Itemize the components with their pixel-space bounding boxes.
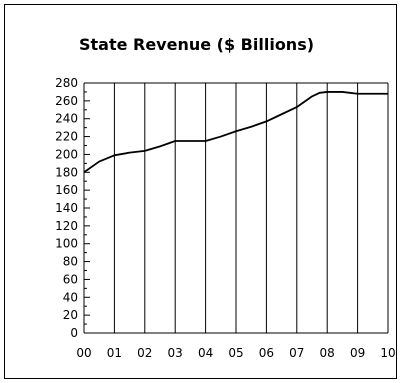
series-layer <box>83 91 388 174</box>
x-tick-label: 00 <box>76 346 91 360</box>
x-tick-label: 02 <box>137 346 152 360</box>
x-tick-label: 06 <box>259 346 274 360</box>
chart-frame <box>4 4 397 379</box>
y-tick-label: 240 <box>55 112 78 126</box>
chart-title: State Revenue ($ Billions) <box>78 35 315 54</box>
x-tick-label: 03 <box>168 346 183 360</box>
x-tick-label: 10 <box>380 346 395 360</box>
x-tick-label: 07 <box>289 346 304 360</box>
series-line <box>83 91 388 174</box>
x-tick-label: 05 <box>228 346 243 360</box>
y-tick-label: 140 <box>55 201 78 215</box>
y-tick-label: 200 <box>55 147 78 161</box>
y-tick-label: 120 <box>55 219 78 233</box>
x-tick-label: 04 <box>198 346 213 360</box>
y-tick-label: 0 <box>70 326 78 340</box>
y-tick-label: 20 <box>63 308 78 322</box>
y-tick-label: 180 <box>55 165 78 179</box>
y-tick-label: 160 <box>55 183 78 197</box>
y-tick-label: 220 <box>55 130 78 144</box>
x-axis-ticks: 00 01 02 03 04 05 06 07 08 09 10 <box>76 346 395 360</box>
y-axis-ticks: 0 20 40 60 80 100 120 140 160 180 200 220 240 260 280 <box>55 76 90 340</box>
y-tick-label: 280 <box>55 76 78 90</box>
x-tick-label: 08 <box>320 346 335 360</box>
x-tick-label: 01 <box>107 346 122 360</box>
y-tick-label: 60 <box>63 272 78 286</box>
y-tick-label: 260 <box>55 94 78 108</box>
y-tick-label: 80 <box>63 255 78 269</box>
grid-layer <box>83 82 389 334</box>
x-tick-label: 09 <box>350 346 365 360</box>
y-tick-label: 40 <box>63 290 78 304</box>
y-tick-label: 100 <box>55 237 78 251</box>
